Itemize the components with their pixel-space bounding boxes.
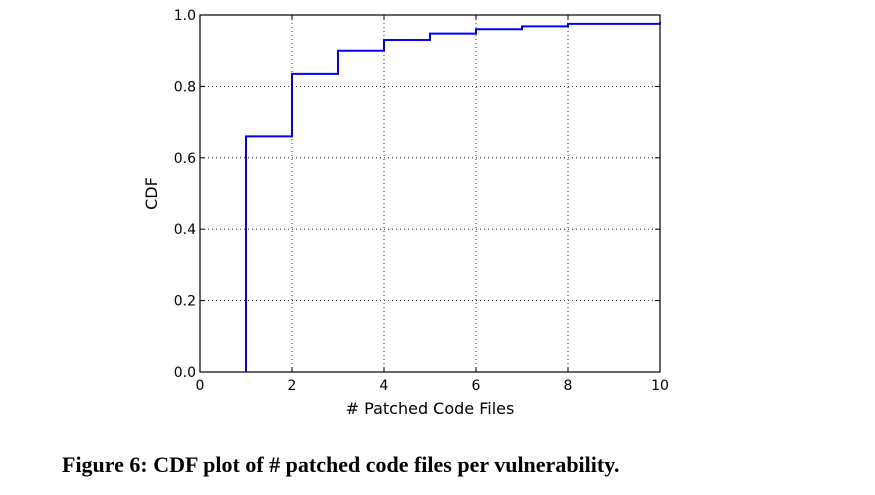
plot-area-frame: [199, 14, 661, 373]
y-tick-label: 0.0: [174, 365, 196, 381]
x-tick-label: 8: [564, 378, 573, 394]
y-tick-label: 1.0: [174, 8, 196, 24]
cdf-step-line: [245, 22, 661, 372]
y-tick-label: 0.6: [174, 151, 196, 167]
x-tick-label: 10: [651, 378, 669, 394]
y-tick-label: 0.2: [174, 294, 196, 310]
x-tick-label: 2: [288, 378, 297, 394]
x-tick-label: 4: [380, 378, 389, 394]
y-tick-label: 0.4: [174, 222, 196, 238]
y-tick-label: 0.8: [174, 79, 196, 95]
x-axis-label: # Patched Code Files: [346, 399, 515, 418]
tick-labels: 0 2 4 6 8 10 0.0 0.2 0.4 0.6 0.8 1.0: [174, 8, 669, 394]
series-layer: [245, 22, 661, 372]
x-tick-label: 0: [196, 378, 205, 394]
figure-caption: Figure 6: CDF plot of # patched code fil…: [62, 452, 620, 477]
cdf-chart: 0 2 4 6 8 10 0.0 0.2 0.4 0.6 0.8 1.0 # Patched Code…: [142, 8, 669, 418]
y-axis-label: CDF: [142, 177, 161, 210]
grid-lines: [200, 15, 660, 372]
x-tick-label: 6: [472, 378, 481, 394]
axis-ticks: [199, 14, 661, 373]
